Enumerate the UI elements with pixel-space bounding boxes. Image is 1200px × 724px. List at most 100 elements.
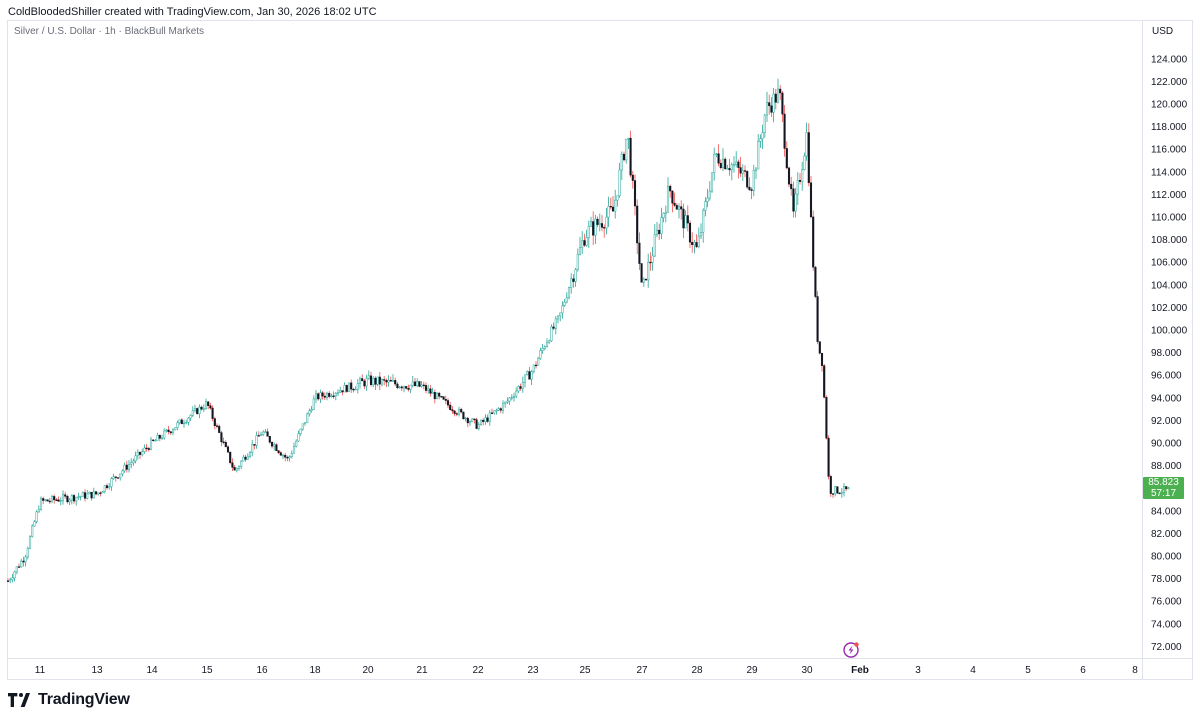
candle-body xyxy=(70,495,73,501)
candle-body xyxy=(350,382,353,390)
candle-body xyxy=(116,477,120,479)
candle-body xyxy=(620,153,623,171)
candle-body xyxy=(105,485,109,489)
candle-body xyxy=(530,371,533,380)
candle-body xyxy=(695,242,698,248)
price-tick-label: 96.000 xyxy=(1151,371,1182,382)
candle-body xyxy=(798,180,802,182)
candle-body xyxy=(409,384,412,390)
candle-body xyxy=(488,412,491,422)
candle-body xyxy=(407,388,410,390)
candle-body xyxy=(193,408,197,411)
candle-body xyxy=(270,441,274,447)
candle-body xyxy=(176,422,179,428)
price-tick-label: 100.000 xyxy=(1151,326,1188,337)
candle-body xyxy=(658,229,661,235)
candle-body xyxy=(222,441,225,443)
candle-body xyxy=(119,473,122,479)
candle-body xyxy=(787,167,791,185)
candle-body xyxy=(385,380,388,383)
price-tick-label: 72.000 xyxy=(1151,642,1182,653)
candle-body xyxy=(677,206,681,210)
price-tick-label: 104.000 xyxy=(1151,280,1188,291)
candle-body xyxy=(275,444,278,451)
candle-body xyxy=(35,511,38,522)
candle-body xyxy=(424,385,428,391)
candle-body xyxy=(158,434,161,439)
candle-body xyxy=(402,386,406,389)
tradingview-logo[interactable]: TradingView xyxy=(8,691,130,709)
candle-body xyxy=(53,496,56,501)
candle-body xyxy=(809,182,813,218)
candle-body xyxy=(64,494,67,497)
candle-body xyxy=(528,371,531,380)
candle-body xyxy=(380,379,384,385)
candle-body xyxy=(323,395,326,398)
price-tick-label: 122.000 xyxy=(1151,77,1188,88)
candle-body xyxy=(710,172,714,192)
currency-label[interactable]: USD xyxy=(1152,26,1174,37)
candle-body xyxy=(517,386,520,392)
candle-body xyxy=(550,326,553,342)
candle-body xyxy=(365,378,368,387)
candle-body xyxy=(631,174,634,181)
candle-body xyxy=(180,419,183,425)
candle-body xyxy=(847,487,850,490)
candle-body xyxy=(706,197,709,202)
candle-body xyxy=(242,456,245,462)
candle-body xyxy=(807,132,810,184)
candle-body xyxy=(556,315,560,320)
candle-body xyxy=(532,364,535,372)
candle-body xyxy=(248,452,252,457)
time-tick-label: 30 xyxy=(801,665,813,676)
candle-body xyxy=(308,410,311,415)
candle-body xyxy=(770,105,773,113)
candle-body xyxy=(136,451,139,457)
candle-body xyxy=(141,451,144,455)
candle-body xyxy=(347,382,351,392)
candle-body xyxy=(741,170,744,174)
candle-body xyxy=(207,401,210,406)
price-tick-label: 124.000 xyxy=(1151,54,1188,65)
candle-body xyxy=(805,132,808,157)
candle-body xyxy=(202,408,205,410)
candle-body xyxy=(803,155,806,170)
time-axis-border xyxy=(7,658,1193,659)
candle-body xyxy=(605,216,608,229)
candle-body xyxy=(596,218,599,225)
candle-body xyxy=(781,92,784,115)
candle-body xyxy=(468,421,472,424)
time-tick-label: 23 xyxy=(527,665,539,676)
candle-body xyxy=(842,486,846,493)
candle-body xyxy=(660,217,663,235)
candle-body xyxy=(713,154,716,173)
candle-body xyxy=(715,153,718,155)
candle-body xyxy=(622,153,626,161)
last-price-value: 85.823 xyxy=(1148,477,1179,488)
candle-body xyxy=(785,148,788,169)
candle-body xyxy=(143,447,146,452)
candle-body xyxy=(57,499,60,502)
candle-body xyxy=(61,494,65,501)
lightning-icon[interactable] xyxy=(843,642,859,658)
candle-body xyxy=(829,476,832,494)
candle-body xyxy=(598,223,601,225)
candle-body xyxy=(609,205,612,208)
candle-body xyxy=(171,429,175,434)
candle-body xyxy=(559,312,562,317)
candle-body xyxy=(306,413,309,423)
candle-body xyxy=(640,263,643,283)
candle-body xyxy=(779,88,782,94)
candle-body xyxy=(209,405,212,409)
candle-body xyxy=(501,403,505,411)
chart-frame xyxy=(7,20,1193,680)
candle-body xyxy=(185,421,188,424)
candle-body xyxy=(33,521,36,527)
candle-body xyxy=(691,241,694,246)
candle-body xyxy=(13,571,16,579)
candle-body xyxy=(735,161,738,165)
candle-body xyxy=(768,102,771,107)
candle-body xyxy=(145,447,148,450)
candle-body xyxy=(398,386,401,388)
